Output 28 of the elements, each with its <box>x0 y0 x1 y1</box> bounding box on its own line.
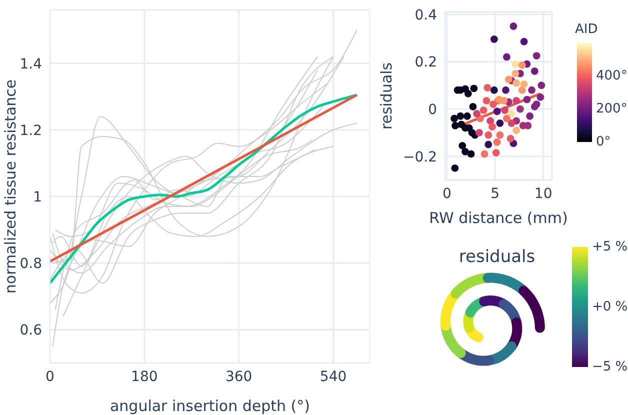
y-tick-label: 0.6 <box>20 322 42 339</box>
y-tick-label: 0 <box>428 102 437 118</box>
y-tick-label: 0.8 <box>20 256 42 272</box>
y-axis-title: normalized tissue resistance <box>1 79 20 294</box>
text: +0 % <box>592 300 628 314</box>
text: +5 % <box>592 240 628 254</box>
color-bar-title: AID <box>575 22 598 37</box>
color-bar-label: 400° <box>596 68 628 84</box>
x-tick-label: 10 <box>534 186 552 202</box>
x-tick-label: 180 <box>131 368 158 385</box>
x-tick-label: 540 <box>320 368 347 385</box>
y-axis-title: residuals <box>377 62 396 130</box>
x-tick-label: 5 <box>490 186 500 202</box>
text: residuals <box>458 247 536 267</box>
y-tick-label: 0.4 <box>414 7 438 24</box>
x-tick-label: 0 <box>442 186 452 202</box>
y-tick-label: 1.4 <box>20 56 42 72</box>
y-tick-label: 0.2 <box>414 54 437 71</box>
y-tick-label: 1 <box>33 189 42 206</box>
x-axis-title: angular insertion depth (°) <box>110 397 310 415</box>
x-tick-label: 0 <box>46 368 54 385</box>
x-tick-label: 360 <box>225 368 252 385</box>
y-tick-label: −0.2 <box>403 149 437 166</box>
color-bar-label: 200° <box>596 102 628 116</box>
x-axis-title: RW distance (mm) <box>429 209 568 227</box>
color-bar-label: 0° <box>596 134 611 150</box>
y-tick-label: 1.2 <box>20 122 42 139</box>
text: −5 % <box>592 360 628 374</box>
